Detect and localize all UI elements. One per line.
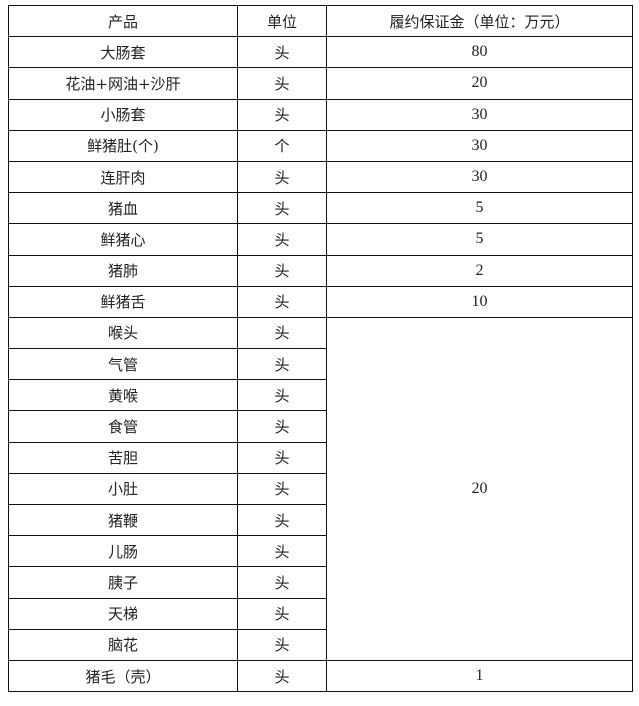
table-row: 儿肠头 (8, 535, 633, 568)
header-deposit: 履约保证金（单位：万元） (326, 4, 633, 38)
unit-cell: 头 (237, 67, 327, 100)
product-cell: 鲜猪肚(个) (8, 129, 238, 162)
table-body: 大肠套头 80 花油+网油+沙肝头 20 小肠套头 30 鲜猪肚(个) 个 30 连肝肉头 30 猪血… (8, 36, 633, 693)
product-cell: 气管 (8, 348, 238, 381)
product-cell: 花油+网油+沙肝 (8, 67, 238, 100)
product-cell: 猪毛（壳） (8, 659, 238, 693)
deposit-cell: 20 (326, 67, 633, 100)
unit-cell: 头 (237, 472, 327, 506)
table-row: 苦胆头 (8, 441, 633, 474)
unit-cell: 头 (237, 410, 327, 443)
table-row: 小肚头 (8, 472, 633, 506)
product-cell: 天梯 (8, 597, 238, 630)
product-cell: 小肠套 (8, 98, 238, 131)
deposit-cell: 1 (326, 659, 633, 693)
table-row: 猪肺头 2 (8, 254, 633, 287)
unit-cell: 头 (237, 36, 327, 69)
unit-cell: 头 (237, 566, 327, 599)
table-row: 猪鞭头 (8, 503, 633, 537)
deposit-cell: 5 (326, 192, 633, 225)
product-cell: 连肝肉 (8, 160, 238, 194)
unit-cell: 头 (237, 285, 327, 318)
table-row: 胰子头 (8, 566, 633, 599)
unit-cell: 头 (237, 659, 327, 693)
unit-cell: 头 (237, 535, 327, 568)
deposit-cell: 2 (326, 254, 633, 287)
unit-cell: 头 (237, 223, 327, 256)
product-cell: 胰子 (8, 566, 238, 599)
deposit-cell: 5 (326, 223, 633, 256)
unit-cell: 头 (237, 628, 327, 661)
product-cell: 猪肺 (8, 254, 238, 287)
unit-cell: 头 (237, 379, 327, 412)
table-row: 鲜猪舌头 10 (8, 285, 633, 318)
product-cell: 鲜猪心 (8, 223, 238, 256)
unit-cell: 头 (237, 597, 327, 630)
unit-cell: 头 (237, 348, 327, 381)
table-row: 鲜猪肚(个) 个 30 (8, 129, 633, 162)
deposit-cell: 80 (326, 36, 633, 69)
unit-cell: 个 (237, 129, 327, 162)
table-row: 食管头 (8, 410, 633, 443)
table-row: 大肠套头 80 (8, 36, 633, 69)
table-row: 花油+网油+沙肝头 20 (8, 67, 633, 100)
deposit-cell: 10 (326, 285, 633, 318)
unit-cell: 头 (237, 192, 327, 225)
header-unit: 单位 (237, 4, 327, 38)
table-row: 气管头 (8, 348, 633, 381)
product-cell: 黄喉 (8, 379, 238, 412)
table-row: 天梯头 (8, 597, 633, 630)
table-row: 猪血头 5 (8, 192, 633, 225)
deposit-table: 产品 单位 履约保证金（单位：万元） 大肠套头 80 花油+网油+沙肝头 20 小肠套头… (8, 4, 633, 693)
product-cell: 喉头 (8, 316, 238, 350)
header-row: 产品 单位 履约保证金（单位：万元） (8, 4, 633, 38)
product-cell: 大肠套 (8, 36, 238, 69)
table-row: 喉头头 20 (8, 316, 633, 661)
deposit-cell: 30 (326, 98, 633, 131)
product-cell: 苦胆 (8, 441, 238, 474)
unit-cell: 头 (237, 316, 327, 350)
product-cell: 鲜猪舌 (8, 285, 238, 318)
product-cell: 猪血 (8, 192, 238, 225)
table-row: 猪毛（壳）头 1 (8, 659, 633, 693)
product-cell: 儿肠 (8, 535, 238, 568)
deposit-cell: 30 (326, 129, 633, 162)
product-cell: 脑花 (8, 628, 238, 661)
header-product: 产品 (8, 4, 238, 38)
deposit-cell: 30 (326, 160, 633, 194)
table-row: 鲜猪心头 5 (8, 223, 633, 256)
unit-cell: 头 (237, 98, 327, 131)
table-row: 连肝肉头 30 (8, 160, 633, 194)
product-cell: 猪鞭 (8, 503, 238, 537)
unit-cell: 头 (237, 160, 327, 194)
table-row: 小肠套头 30 (8, 98, 633, 131)
product-cell: 食管 (8, 410, 238, 443)
product-cell: 小肚 (8, 472, 238, 506)
unit-cell: 头 (237, 441, 327, 474)
unit-cell: 头 (237, 503, 327, 537)
deposit-cell: 20 (326, 316, 633, 661)
unit-cell: 头 (237, 254, 327, 287)
